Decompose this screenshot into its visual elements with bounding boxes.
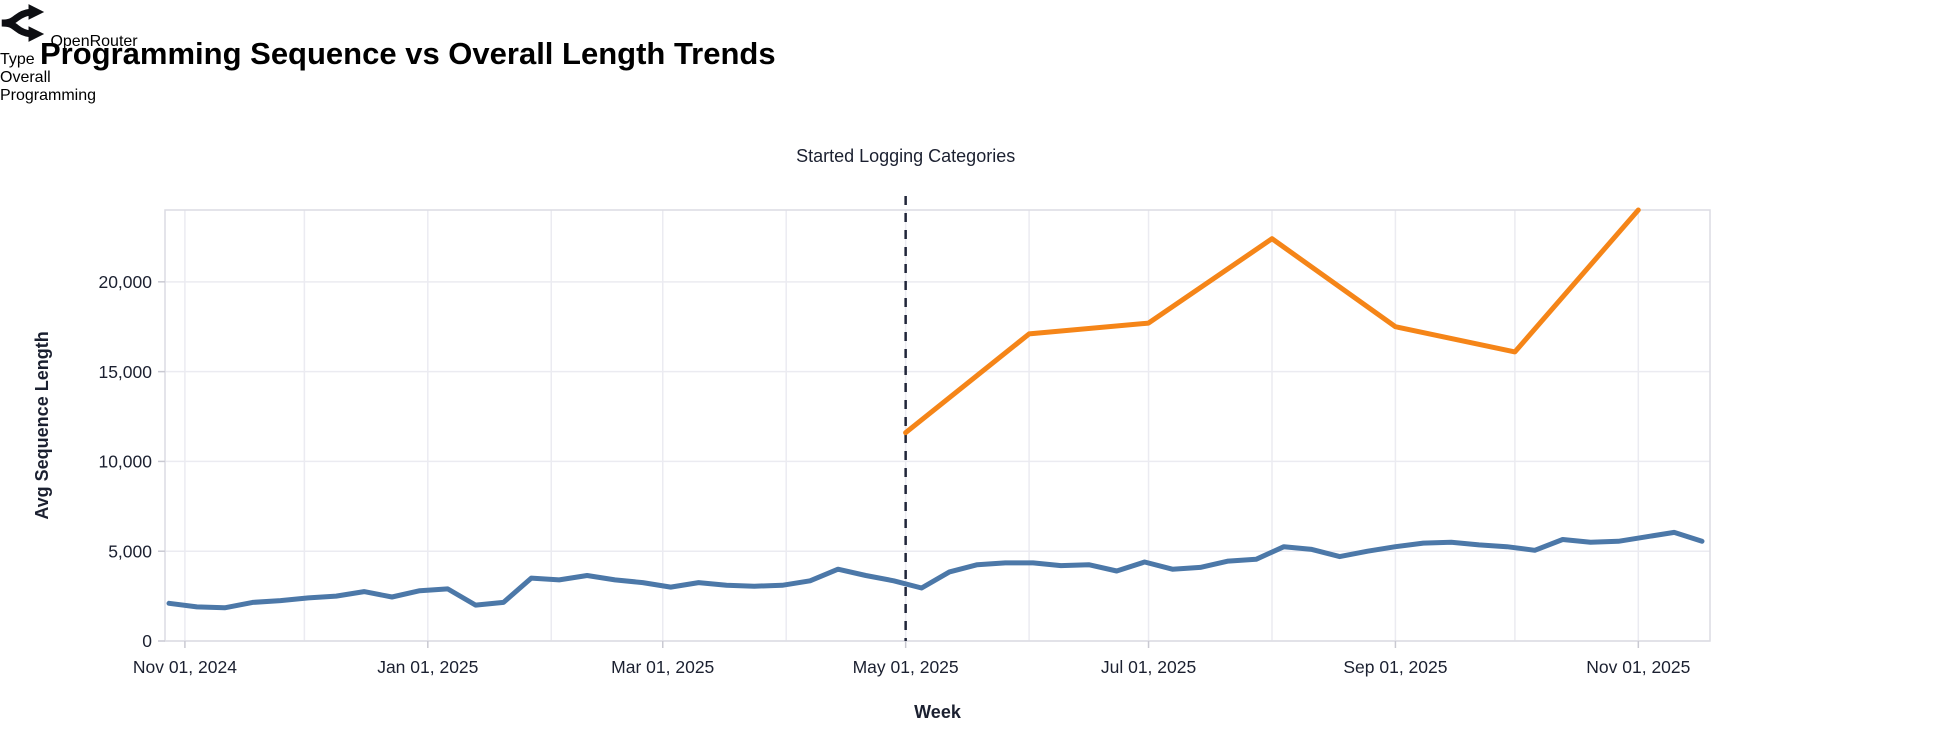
brand-logo: OpenRouter (0, 0, 1938, 51)
annotation-label: Started Logging Categories (796, 146, 1015, 166)
plot-border (164, 209, 1711, 642)
y-tick-label: 5,000 (108, 541, 152, 561)
x-tick-label: Nov 01, 2025 (1586, 657, 1690, 677)
openrouter-icon (0, 0, 46, 46)
legend-item-overall: Overall (0, 69, 1938, 87)
legend-label-overall: Overall (0, 69, 51, 86)
legend-label-programming: Programming (0, 87, 97, 104)
page-title: Programming Sequence vs Overall Length T… (40, 36, 776, 71)
brand-name: OpenRouter (50, 33, 138, 50)
y-axis-title: Avg Sequence Length (32, 331, 52, 519)
x-tick-label: May 01, 2025 (853, 657, 959, 677)
y-tick-label: 20,000 (98, 272, 152, 292)
x-tick-label: Jan 01, 2025 (377, 657, 478, 677)
x-axis-title: Week (914, 702, 962, 722)
programming-line (903, 207, 1641, 436)
x-tick-label: Jul 01, 2025 (1101, 657, 1196, 677)
x-tick-label: Sep 01, 2025 (1343, 657, 1447, 677)
x-tick-label: Nov 01, 2024 (133, 657, 237, 677)
y-tick-label: 10,000 (98, 452, 152, 472)
legend-title: Type (0, 51, 35, 68)
x-tick-label: Mar 01, 2025 (611, 657, 714, 677)
y-tick-label: 15,000 (98, 362, 152, 382)
chart-legend: Type Overall Programming (0, 51, 1938, 105)
overall-line (166, 529, 1705, 611)
y-tick-label: 0 (142, 631, 152, 651)
legend-item-programming: Programming (0, 87, 1938, 105)
